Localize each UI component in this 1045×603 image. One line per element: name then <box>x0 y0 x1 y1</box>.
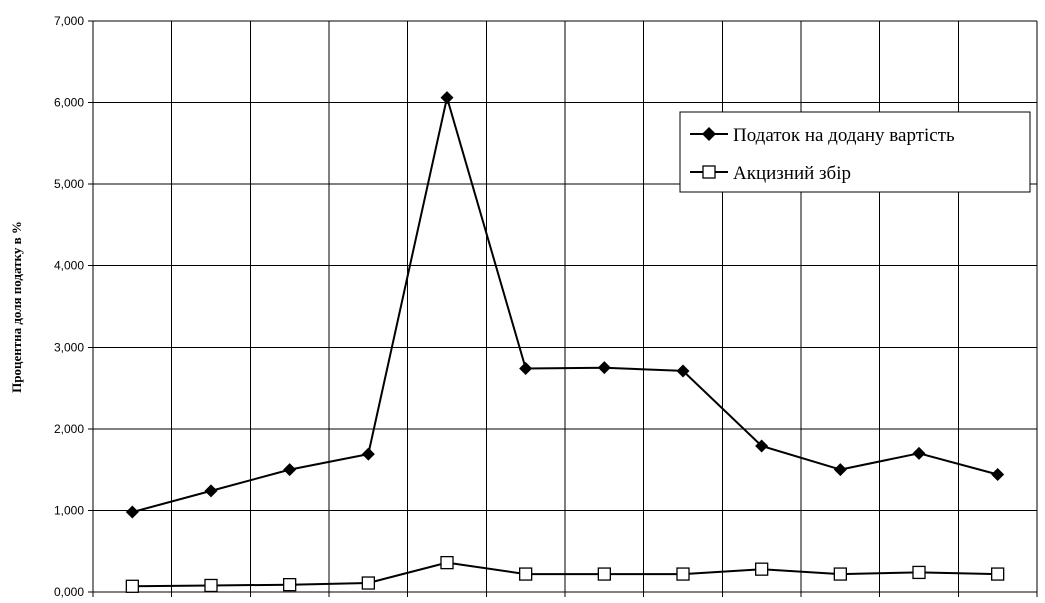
legend-label-vat: Податок на додану вартість <box>733 125 955 146</box>
legend-marker-vat <box>702 127 716 141</box>
data-point <box>991 567 1005 581</box>
data-point <box>125 579 139 593</box>
series-line <box>132 96 998 514</box>
data-point <box>204 578 218 593</box>
legend-item-vat: Податок на додану вартість <box>690 125 955 146</box>
grid <box>88 20 1038 597</box>
data-point <box>440 91 454 105</box>
data-point <box>912 446 926 460</box>
data-point <box>676 364 690 378</box>
y-axis-ticks: 0,000 1,000 2,000 3,000 4,000 5,000 6,000 7,000 <box>54 14 84 599</box>
legend-label-excise: Акцизний збір <box>733 163 851 184</box>
data-point <box>755 439 769 453</box>
data-point <box>755 562 769 576</box>
data-point <box>283 463 297 477</box>
legend-item-excise: Акцизний збір <box>690 163 851 184</box>
y-tick-label: 0,000 <box>54 585 84 599</box>
data-point <box>440 555 454 570</box>
data-point <box>912 565 926 580</box>
data-point <box>283 578 297 592</box>
legend: Податок на додану вартість Акцизний збір <box>679 111 1031 193</box>
y-tick-label: 5,000 <box>54 177 84 191</box>
data-point <box>597 567 611 581</box>
y-tick-label: 6,000 <box>54 96 84 110</box>
y-tick-label: 1,000 <box>54 503 84 517</box>
data-point <box>991 468 1005 482</box>
y-tick-label: 7,000 <box>54 14 84 28</box>
series-1 <box>125 91 1005 519</box>
data-point <box>676 567 690 581</box>
y-tick-label: 2,000 <box>54 422 84 436</box>
legend-box <box>679 111 1031 193</box>
data-point <box>519 567 533 581</box>
data-point <box>204 484 218 498</box>
data-point <box>597 361 611 375</box>
y-axis-label: Процентна доля податку в % <box>9 221 24 393</box>
data-point <box>833 463 847 477</box>
y-tick-label: 3,000 <box>54 340 84 354</box>
series-line <box>132 561 998 588</box>
series-2 <box>125 555 1005 593</box>
data-point <box>833 567 847 581</box>
data-point <box>125 505 139 519</box>
data-point <box>519 361 533 375</box>
series-layer <box>125 91 1005 593</box>
legend-marker-excise <box>702 165 716 179</box>
data-point <box>361 576 375 590</box>
data-point <box>361 447 375 461</box>
y-tick-label: 4,000 <box>54 259 84 273</box>
